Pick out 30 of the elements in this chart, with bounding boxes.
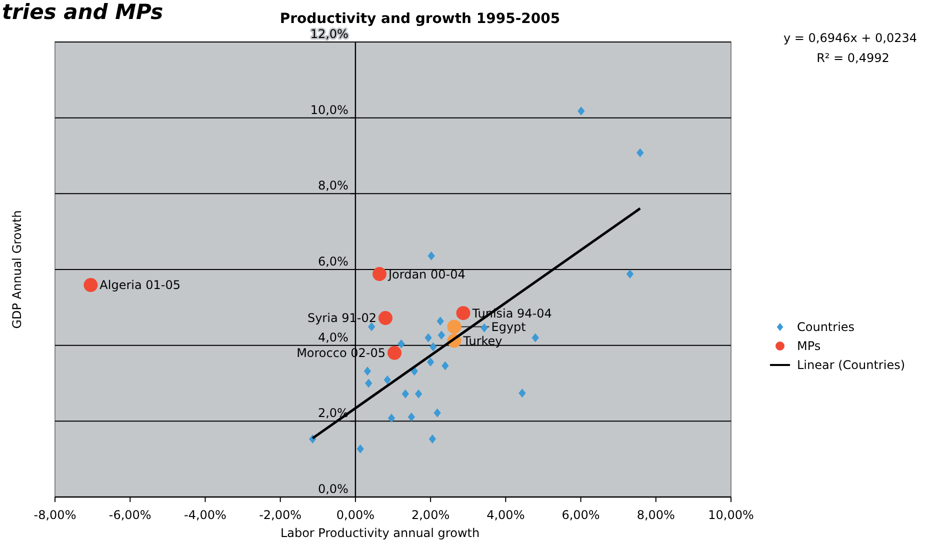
y-tick-label: 8,0% bbox=[318, 178, 348, 193]
text: R² = 0,4992 bbox=[816, 51, 890, 65]
text: tries and MPs bbox=[2, 0, 164, 24]
text: y = 0,6946x + 0,0234 bbox=[783, 31, 917, 45]
y-tick-label: 10,0% bbox=[310, 102, 348, 117]
y-tick-label: 2,0% bbox=[318, 406, 348, 420]
legend-label: MPs bbox=[797, 339, 821, 354]
annotation: Turkey bbox=[462, 334, 502, 348]
legend-label: Countries bbox=[797, 320, 855, 334]
legend-label: Linear (Countries) bbox=[797, 358, 906, 372]
x-tick-label: -2,00% bbox=[259, 508, 302, 522]
y-tick-label: 12,0% bbox=[310, 27, 348, 41]
x-tick-label: 0,00% bbox=[336, 508, 375, 522]
x-tick-label: 8,00% bbox=[636, 508, 675, 522]
x-tick-label: -6,00% bbox=[108, 508, 152, 522]
chart-title: Productivity and growth 1995-2005 bbox=[280, 11, 560, 27]
x-tick-label: -8,00% bbox=[34, 508, 76, 522]
annotation: Egypt bbox=[491, 320, 526, 334]
x-tick-label: -4,00% bbox=[184, 508, 226, 522]
x-axis-title: Labor Productivity annual growth bbox=[280, 526, 480, 540]
x-tick-label: 2,00% bbox=[411, 508, 450, 522]
y-tick-label: 0,0% bbox=[318, 482, 348, 496]
y-axis-title: GDP Annual Growth bbox=[10, 210, 24, 329]
x-tick-label: 6,00% bbox=[562, 508, 600, 522]
x-tick-label: 10,00% bbox=[708, 508, 754, 522]
annotation: Algeria 01-05 bbox=[100, 278, 181, 292]
y-tick-label: 4,0% bbox=[318, 330, 348, 344]
annotation: Jordan 00-04 bbox=[387, 267, 466, 282]
x-tick-label: 4,00% bbox=[486, 508, 525, 522]
y-tick-label: 6,0% bbox=[318, 254, 348, 268]
